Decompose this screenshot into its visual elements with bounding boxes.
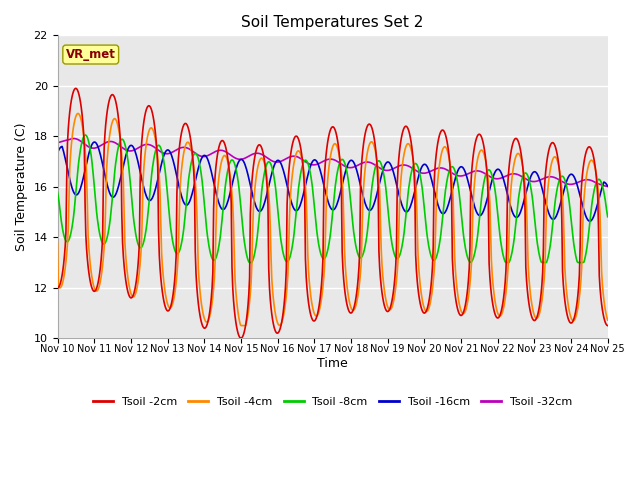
Text: VR_met: VR_met	[66, 48, 116, 61]
Legend: Tsoil -2cm, Tsoil -4cm, Tsoil -8cm, Tsoil -16cm, Tsoil -32cm: Tsoil -2cm, Tsoil -4cm, Tsoil -8cm, Tsoi…	[89, 392, 577, 411]
Title: Soil Temperatures Set 2: Soil Temperatures Set 2	[241, 15, 424, 30]
X-axis label: Time: Time	[317, 357, 348, 370]
Y-axis label: Soil Temperature (C): Soil Temperature (C)	[15, 122, 28, 251]
